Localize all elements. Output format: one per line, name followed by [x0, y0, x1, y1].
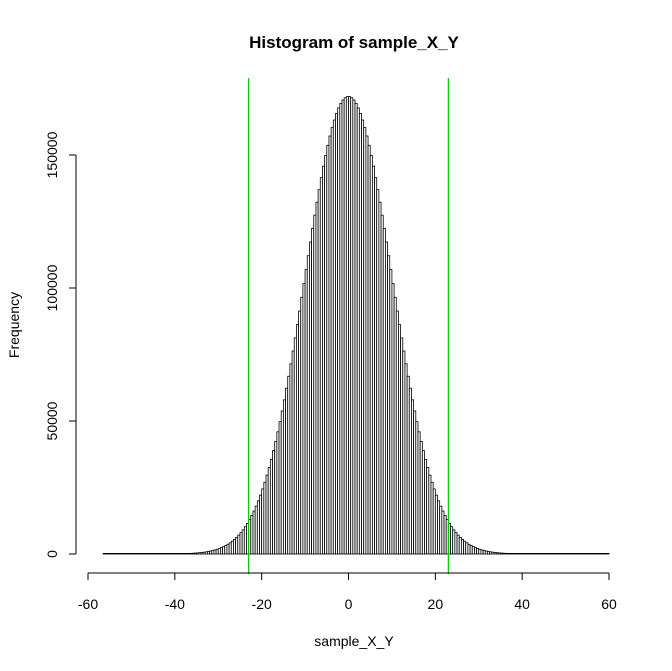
chart-title: Histogram of sample_X_Y [249, 33, 459, 52]
x-axis-label: sample_X_Y [314, 633, 394, 649]
x-tick-label: 40 [514, 596, 530, 612]
histogram-bar [606, 553, 610, 555]
histogram-bars [102, 96, 610, 555]
y-tick-label: 150000 [44, 131, 60, 178]
x-tick-label: -60 [78, 596, 98, 612]
x-tick-label: -20 [252, 596, 272, 612]
y-tick-label: 100000 [44, 264, 60, 311]
y-tick-label: 0 [44, 550, 60, 558]
x-tick-label: -40 [165, 596, 185, 612]
x-tick-label: 0 [345, 596, 353, 612]
x-tick-label: 60 [601, 596, 617, 612]
y-axis: 0 50000 100000 150000 [44, 131, 77, 558]
x-tick-label: 20 [428, 596, 444, 612]
y-axis-label: Frequency [6, 292, 22, 358]
reference-lines [248, 78, 449, 574]
x-axis: -60 -40 -20 0 20 40 60 [78, 572, 617, 612]
y-tick-label: 50000 [44, 401, 60, 440]
